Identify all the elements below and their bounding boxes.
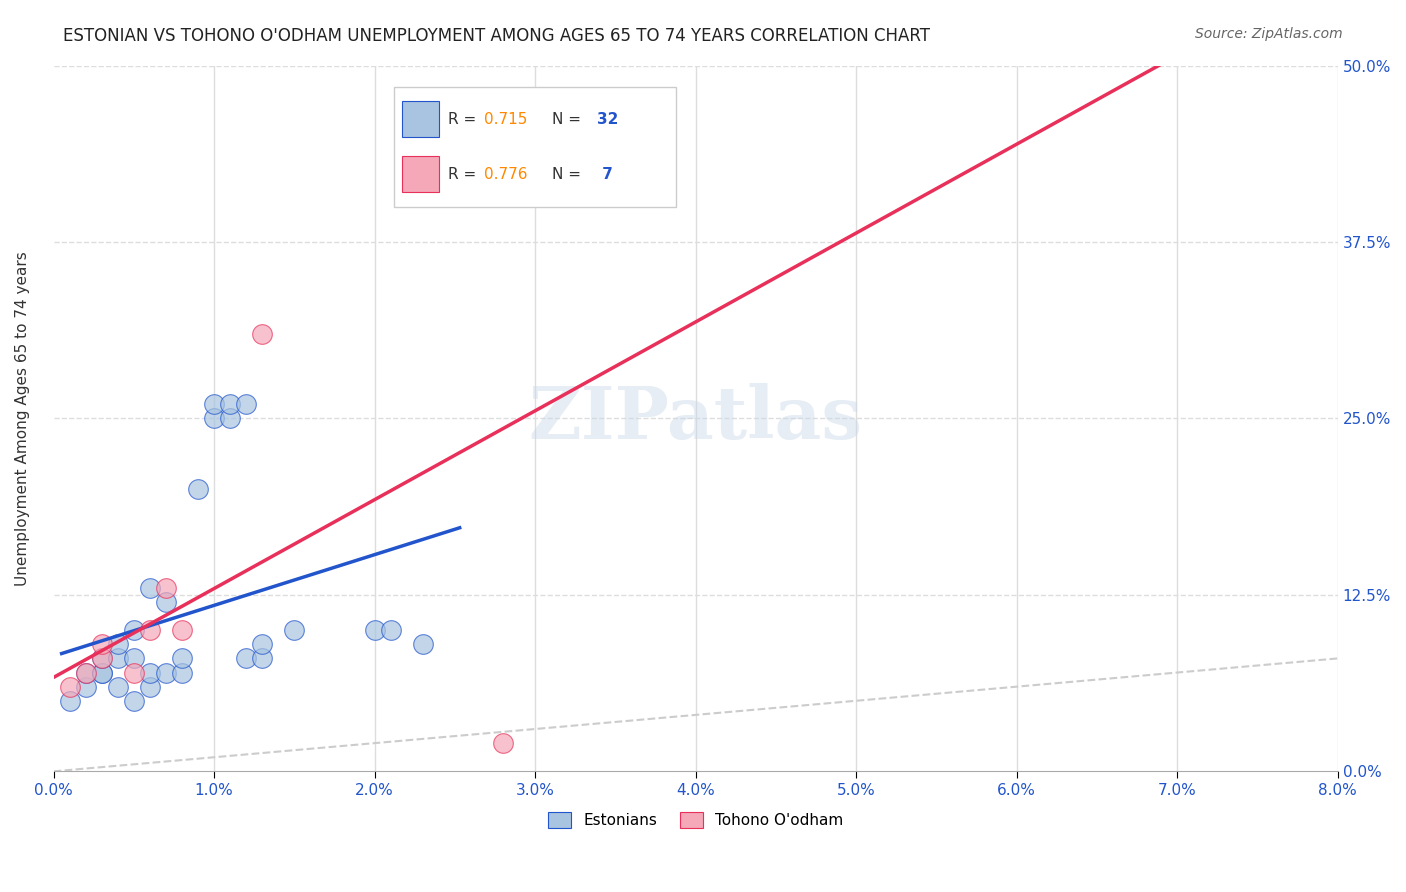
Point — [139, 581, 162, 595]
Point — [90, 637, 112, 651]
Text: Source: ZipAtlas.com: Source: ZipAtlas.com — [1195, 27, 1343, 41]
Point — [90, 665, 112, 680]
Point — [75, 680, 97, 694]
Point — [412, 637, 434, 651]
Point — [155, 595, 177, 609]
Point — [252, 651, 274, 665]
Point — [139, 680, 162, 694]
Point — [75, 665, 97, 680]
Point — [155, 665, 177, 680]
Text: ESTONIAN VS TOHONO O'ODHAM UNEMPLOYMENT AMONG AGES 65 TO 74 YEARS CORRELATION CH: ESTONIAN VS TOHONO O'ODHAM UNEMPLOYMENT … — [63, 27, 931, 45]
Point — [122, 651, 145, 665]
Point — [219, 397, 242, 411]
Point — [363, 624, 385, 638]
Point — [139, 624, 162, 638]
Point — [235, 397, 257, 411]
Point — [252, 326, 274, 341]
Point — [90, 651, 112, 665]
Point — [107, 680, 129, 694]
Point — [170, 665, 193, 680]
Point — [59, 694, 82, 708]
Point — [107, 637, 129, 651]
Point — [252, 637, 274, 651]
Point — [219, 411, 242, 425]
Y-axis label: Unemployment Among Ages 65 to 74 years: Unemployment Among Ages 65 to 74 years — [15, 252, 30, 586]
Point — [380, 624, 402, 638]
Point — [122, 665, 145, 680]
Point — [235, 651, 257, 665]
Point — [122, 694, 145, 708]
Point — [652, 171, 675, 186]
Point — [202, 397, 225, 411]
Point — [139, 665, 162, 680]
Point — [492, 736, 515, 750]
Point — [122, 624, 145, 638]
Point — [187, 482, 209, 496]
Point — [283, 624, 305, 638]
Point — [59, 680, 82, 694]
Point — [202, 411, 225, 425]
Legend: Estonians, Tohono O'odham: Estonians, Tohono O'odham — [541, 806, 849, 834]
Point — [170, 651, 193, 665]
Point — [107, 651, 129, 665]
Text: ZIPatlas: ZIPatlas — [529, 383, 863, 454]
Point — [90, 665, 112, 680]
Point — [90, 651, 112, 665]
Point — [155, 581, 177, 595]
Point — [170, 624, 193, 638]
Point — [75, 665, 97, 680]
